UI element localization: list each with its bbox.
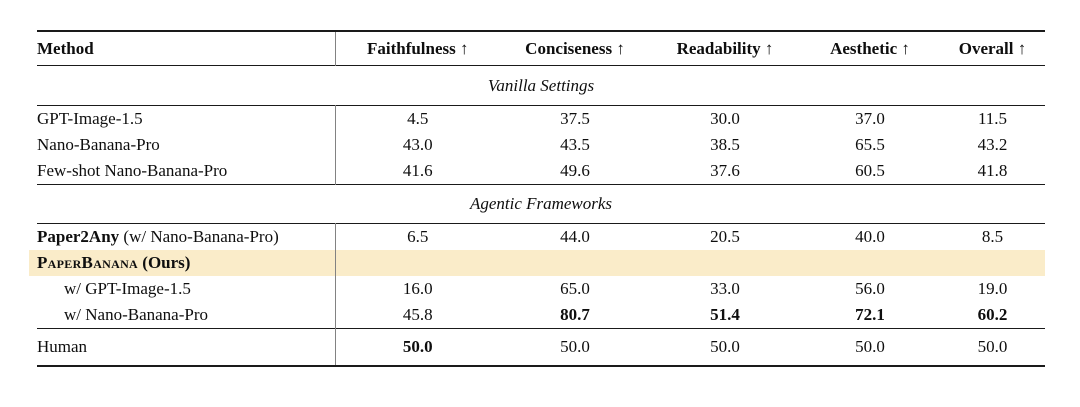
- value-cell-readability: 51.4: [710, 305, 740, 324]
- value-cell-overall: 19.0: [977, 279, 1008, 298]
- value-cell-faithfulness: 50.0: [402, 337, 433, 356]
- column-header-method: Method: [37, 31, 336, 66]
- value-cell-conciseness: 43.5: [560, 135, 590, 154]
- value-cell-conciseness: 49.6: [560, 161, 590, 180]
- method-cell: Nano-Banana-Pro: [37, 132, 336, 158]
- section-label-vanilla: Vanilla Settings: [487, 75, 595, 95]
- method-name-ours: (Ours): [138, 253, 191, 272]
- method-cell: PaperBanana (Ours): [29, 250, 336, 276]
- table-row-ours-gpt: w/ GPT-Image-1.5 16.0 65.0 33.0 56.0 19.…: [37, 276, 1045, 302]
- value-cell-readability: 20.5: [710, 227, 740, 246]
- value-cell-aesthetic: 56.0: [855, 279, 885, 298]
- column-header-aesthetic: Aesthetic ↑: [830, 38, 910, 58]
- value-cell-overall: 11.5: [977, 109, 1008, 128]
- table-header-row: Method Faithfulness ↑ Conciseness ↑ Read…: [37, 31, 1045, 66]
- value-cell-faithfulness: 41.6: [402, 161, 433, 180]
- value-cell-conciseness: 50.0: [560, 337, 590, 356]
- empty-cell: [800, 250, 940, 276]
- column-header-conciseness: Conciseness ↑: [525, 38, 625, 58]
- section-row-vanilla: Vanilla Settings: [37, 66, 1045, 106]
- value-cell-aesthetic: 40.0: [855, 227, 885, 246]
- value-cell-conciseness: 44.0: [560, 227, 590, 246]
- results-table-container: Method Faithfulness ↑ Conciseness ↑ Read…: [29, 30, 1045, 367]
- empty-cell: [650, 250, 800, 276]
- table-row-ours-nano: w/ Nano-Banana-Pro 45.8 80.7 51.4 72.1 6…: [37, 302, 1045, 329]
- highlighted-row-paperbanana: PaperBanana (Ours): [29, 250, 1045, 276]
- section-label-agentic: Agentic Frameworks: [469, 194, 613, 213]
- method-name-smallcaps: PaperBanana: [37, 253, 139, 272]
- method-cell: Paper2Any (w/ Nano-Banana-Pro): [37, 223, 336, 250]
- value-cell-overall: 50.0: [977, 337, 1008, 356]
- value-cell-aesthetic: 72.1: [855, 305, 885, 324]
- value-cell-aesthetic: 60.5: [855, 161, 885, 180]
- value-cell-faithfulness: 4.5: [407, 109, 429, 128]
- value-cell-overall: 60.2: [977, 305, 1008, 324]
- empty-cell: [940, 250, 1045, 276]
- value-cell-readability: 33.0: [710, 279, 740, 298]
- value-cell-overall: 43.2: [977, 135, 1008, 154]
- column-header-faithfulness: Faithfulness ↑: [366, 38, 469, 58]
- value-cell-readability: 30.0: [710, 109, 740, 128]
- table-row-nano-banana: Nano-Banana-Pro 43.0 43.5 38.5 65.5 43.2: [37, 132, 1045, 158]
- table-row-paper2any: Paper2Any (w/ Nano-Banana-Pro) 6.5 44.0 …: [37, 223, 1045, 250]
- value-cell-faithfulness: 6.5: [407, 227, 429, 246]
- value-cell-conciseness: 80.7: [560, 305, 590, 324]
- empty-cell: [335, 250, 500, 276]
- method-cell: GPT-Image-1.5: [37, 105, 336, 132]
- method-cell: w/ GPT-Image-1.5: [37, 276, 336, 302]
- value-cell-conciseness: 65.0: [560, 279, 590, 298]
- value-cell-readability: 38.5: [710, 135, 740, 154]
- section-row-agentic: Agentic Frameworks: [37, 185, 1045, 224]
- method-cell: w/ Nano-Banana-Pro: [37, 302, 336, 329]
- value-cell-faithfulness: 45.8: [402, 305, 433, 324]
- value-cell-aesthetic: 65.5: [855, 135, 885, 154]
- method-name-detail: (w/ Nano-Banana-Pro): [119, 227, 279, 246]
- value-cell-readability: 50.0: [710, 337, 740, 356]
- value-cell-faithfulness: 43.0: [402, 135, 433, 154]
- value-cell-aesthetic: 37.0: [855, 109, 885, 128]
- table-row-human: Human 50.0 50.0 50.0 50.0 50.0: [37, 328, 1045, 366]
- value-cell-conciseness: 37.5: [560, 109, 590, 128]
- table-row-fewshot-nano: Few-shot Nano-Banana-Pro 41.6 49.6 37.6 …: [37, 158, 1045, 185]
- results-table: Method Faithfulness ↑ Conciseness ↑ Read…: [29, 30, 1045, 367]
- value-cell-overall: 8.5: [981, 227, 1004, 246]
- value-cell-readability: 37.6: [710, 161, 740, 180]
- value-cell-aesthetic: 50.0: [855, 337, 885, 356]
- empty-cell: [500, 250, 650, 276]
- value-cell-faithfulness: 16.0: [402, 279, 433, 298]
- column-header-overall: Overall ↑: [958, 38, 1027, 58]
- column-header-readability: Readability ↑: [676, 38, 774, 58]
- method-name-bold: Paper2Any: [37, 227, 120, 246]
- value-cell-overall: 41.8: [977, 161, 1008, 180]
- method-cell: Few-shot Nano-Banana-Pro: [37, 158, 336, 185]
- table-row-gpt-image: GPT-Image-1.5 4.5 37.5 30.0 37.0 11.5: [37, 105, 1045, 132]
- method-cell: Human: [37, 328, 336, 366]
